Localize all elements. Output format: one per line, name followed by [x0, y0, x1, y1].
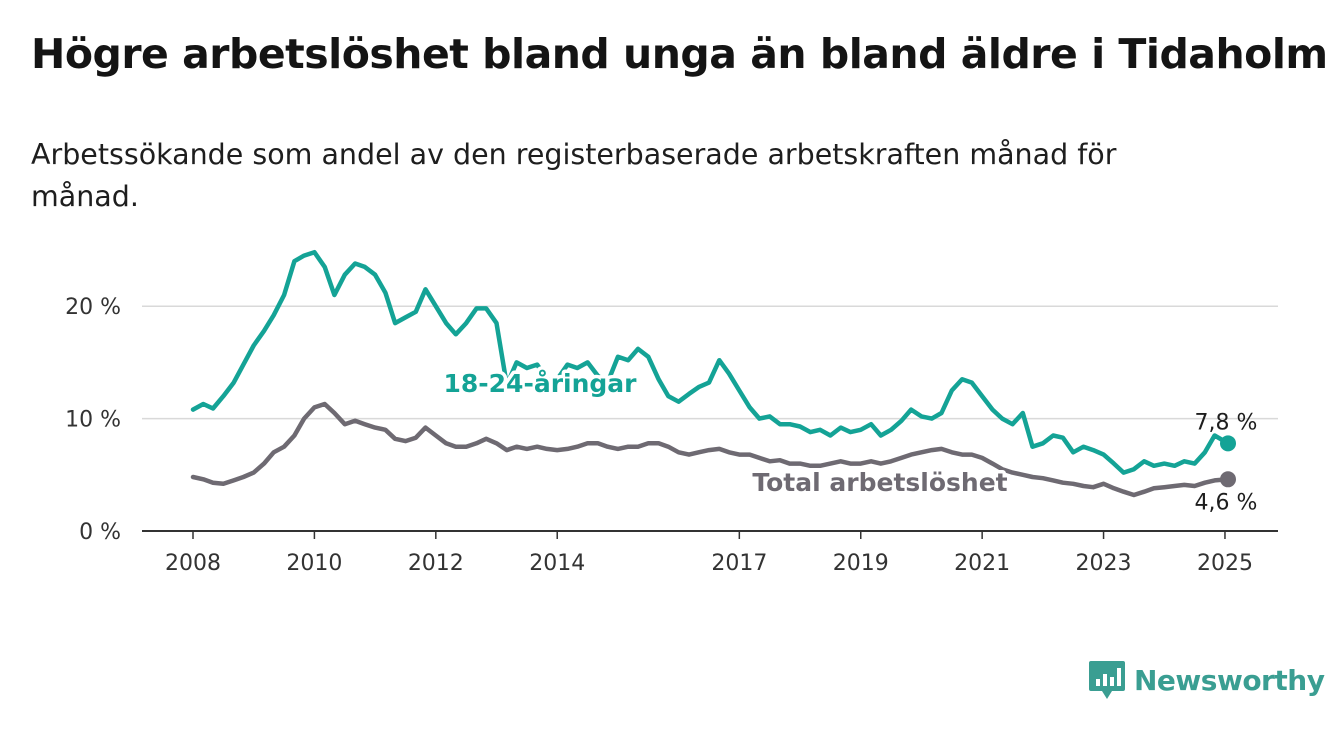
series-line-young — [190, 249, 1231, 475]
series-label-young-halo: 18-24-åringar — [444, 369, 638, 398]
series-line-total — [190, 401, 1231, 498]
x-tick-label: 2014 — [529, 551, 585, 576]
x-tick-label: 2012 — [408, 551, 464, 576]
y-tick-label: 0 % — [79, 520, 121, 545]
x-tick-label: 2019 — [833, 551, 889, 576]
series-label-total-halo: Total arbetslöshet — [752, 468, 1007, 497]
series-labels: 7,8 %4,6 %18-24-åringar18-24-åringarTota… — [440, 366, 1258, 516]
series-lines — [190, 249, 1236, 498]
end-point-young — [1220, 435, 1236, 452]
x-tick-label: 2025 — [1197, 551, 1253, 576]
y-tick-label: 20 % — [65, 295, 121, 320]
end-label-total: 4,6 % — [1195, 490, 1258, 515]
chart-title: Högre arbetslöshet bland unga än bland ä… — [31, 30, 1328, 78]
x-tick-label: 2017 — [711, 551, 767, 576]
axes: 0 % 10 % 20 % 2008 2010 2012 2014 2017 2019 2021 2… — [65, 295, 1278, 576]
brand-name: Newsworthy — [1134, 663, 1325, 697]
x-tick-label: 2021 — [954, 551, 1010, 576]
series-label-young: 18-24-åringar — [444, 369, 638, 398]
end-label-young: 7,8 % — [1195, 410, 1258, 435]
x-tick-label: 2010 — [286, 551, 342, 576]
end-point-total — [1220, 471, 1236, 488]
x-tick-label: 2008 — [165, 551, 221, 576]
chart-subtitle: Arbetssökande som andel av den registerb… — [31, 138, 1117, 213]
gridlines — [142, 305, 1278, 420]
y-tick-label: 10 % — [65, 408, 121, 433]
series-label-total: Total arbetslöshet — [752, 468, 1007, 497]
newsworthy-brand: Newsworthy — [1088, 659, 1325, 701]
x-tick-label: 2023 — [1076, 551, 1132, 576]
newsworthy-logo-icon — [1089, 661, 1125, 699]
